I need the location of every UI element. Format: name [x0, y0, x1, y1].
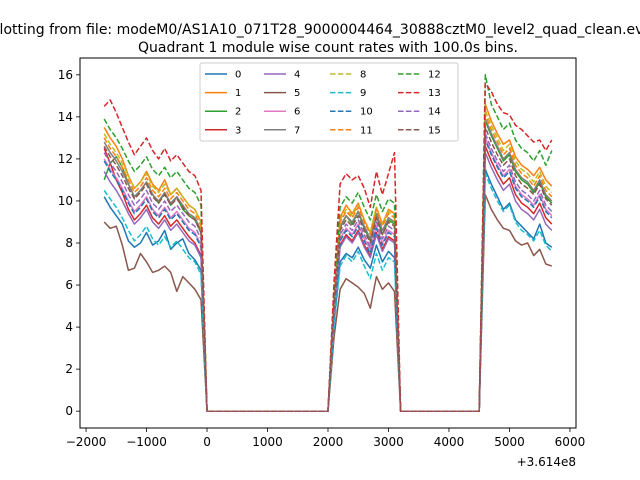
legend-label-13: 13 [428, 88, 441, 99]
x-offset-label: +3.614e8 [517, 455, 576, 469]
legend-label-14: 14 [428, 107, 441, 118]
x-tick-label: 0 [203, 435, 211, 449]
y-tick-label: 14 [58, 110, 73, 124]
legend-label-6: 6 [294, 107, 300, 118]
series-line-15 [103, 126, 553, 412]
y-tick-label: 4 [65, 320, 73, 334]
legend-label-8: 8 [360, 70, 366, 81]
x-tick-label: 4000 [434, 435, 465, 449]
legend-label-1: 1 [235, 88, 241, 99]
legend-label-10: 10 [360, 107, 373, 118]
x-tick-label: −1000 [126, 435, 167, 449]
x-tick-label: 1000 [252, 435, 283, 449]
x-axis: −2000 −1000 0 1000 2000 3000 4000 5000 6000 [66, 428, 585, 449]
legend-label-5: 5 [294, 88, 300, 99]
y-tick-label: 0 [65, 404, 73, 418]
legend-label-3: 3 [235, 125, 241, 136]
legend-label-7: 7 [294, 125, 300, 136]
y-tick-label: 10 [58, 194, 73, 208]
y-axis: 0 2 4 6 8 10 12 14 16 [58, 68, 80, 418]
y-tick-label: 12 [58, 152, 73, 166]
series-layer [103, 74, 553, 412]
x-tick-label: 6000 [555, 435, 586, 449]
y-tick-label: 16 [58, 68, 73, 82]
x-tick-label: 3000 [373, 435, 404, 449]
legend-label-4: 4 [294, 70, 300, 81]
legend-label-9: 9 [360, 88, 366, 99]
y-tick-label: 2 [65, 362, 73, 376]
legend-label-15: 15 [428, 125, 441, 136]
chart-title: Quadrant 1 module wise count rates with … [138, 40, 518, 56]
x-tick-label: 2000 [313, 435, 344, 449]
x-tick-label: −2000 [66, 435, 107, 449]
legend-label-0: 0 [235, 70, 241, 81]
legend-label-2: 2 [235, 107, 241, 118]
plot-area: −2000 −1000 0 1000 2000 3000 4000 5000 6000 0 2 4 6… [58, 57, 585, 469]
x-tick-label: 5000 [494, 435, 525, 449]
y-tick-label: 8 [65, 236, 73, 250]
legend-label-11: 11 [360, 125, 373, 136]
legend-frame [199, 62, 459, 142]
legend-label-12: 12 [428, 70, 441, 81]
y-tick-label: 6 [65, 278, 73, 292]
chart-suptitle: Plotting from file: modeM0/AS1A10_071T28… [0, 22, 640, 38]
